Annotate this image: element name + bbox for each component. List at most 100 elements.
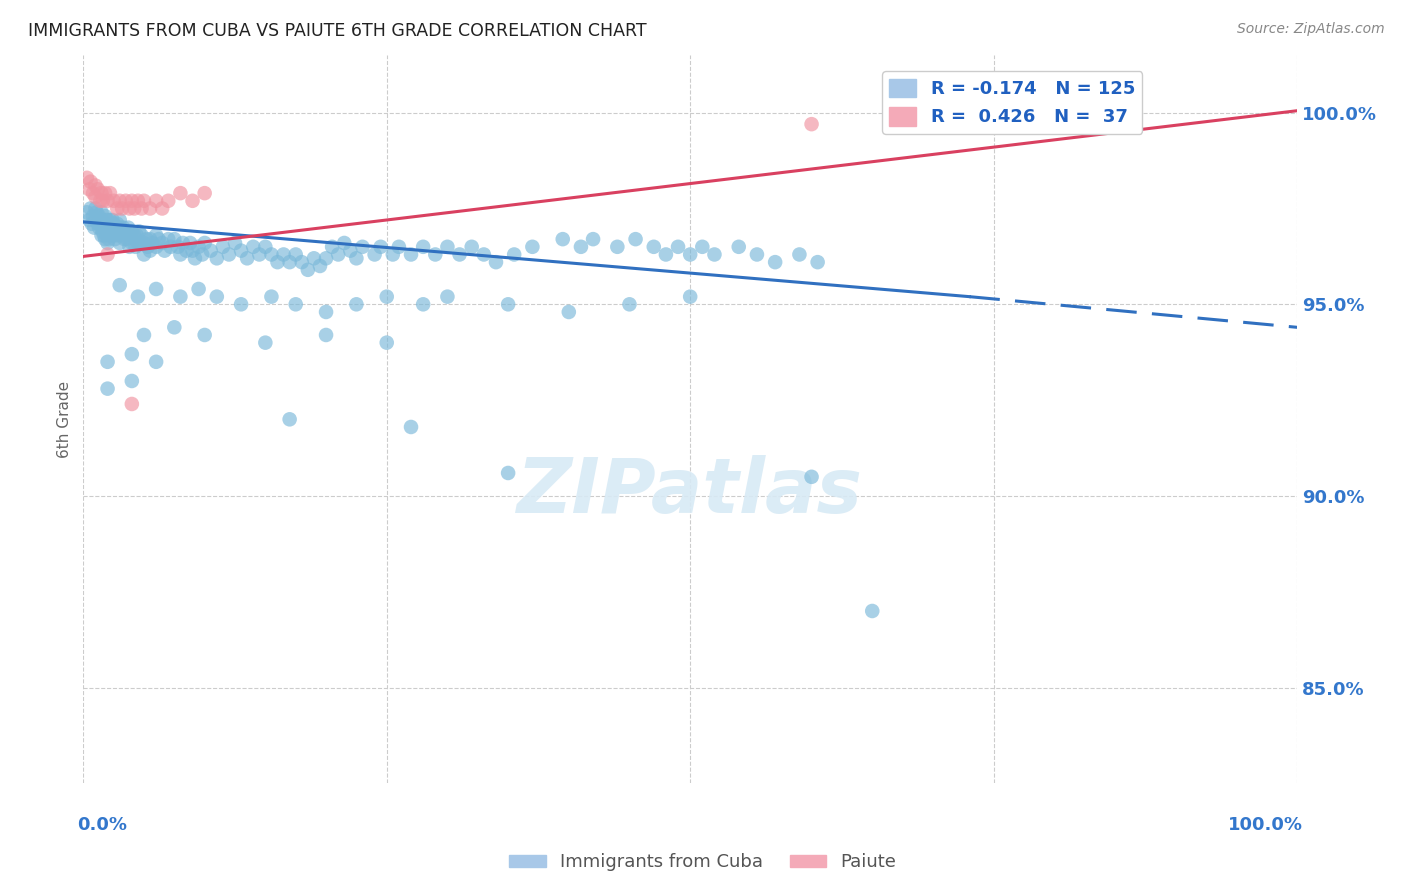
Point: [157, 194, 180, 208]
Point: [800, 117, 823, 131]
Point: [94, 209, 117, 223]
Point: [472, 247, 495, 261]
Point: [114, 194, 136, 208]
Point: [460, 240, 482, 254]
Point: [117, 220, 139, 235]
Point: [132, 194, 155, 208]
Point: [86, 205, 108, 219]
Point: [370, 240, 392, 254]
Point: [860, 604, 883, 618]
Point: [315, 252, 337, 266]
Point: [496, 297, 519, 311]
Point: [84, 202, 107, 216]
Point: [121, 235, 143, 250]
Point: [83, 220, 105, 235]
Point: [96, 217, 118, 231]
Point: [236, 252, 259, 266]
Point: [551, 232, 574, 246]
Point: [94, 232, 117, 246]
Point: [103, 194, 125, 208]
Point: [187, 282, 209, 296]
Point: [254, 335, 277, 350]
Point: [97, 235, 120, 250]
Point: [624, 232, 647, 246]
Point: [789, 247, 811, 261]
Point: [321, 240, 343, 254]
Point: [132, 328, 155, 343]
Text: 0.0%: 0.0%: [77, 816, 127, 834]
Point: [679, 290, 702, 304]
Point: [344, 252, 367, 266]
Point: [176, 244, 198, 258]
Point: [184, 252, 207, 266]
Point: [153, 244, 176, 258]
Point: [90, 217, 112, 231]
Point: [107, 220, 129, 235]
Point: [105, 217, 128, 231]
Point: [582, 232, 605, 246]
Legend: Immigrants from Cuba, Paiute: Immigrants from Cuba, Paiute: [502, 847, 904, 879]
Point: [139, 202, 162, 216]
Point: [115, 232, 138, 246]
Point: [127, 290, 149, 304]
Point: [139, 232, 162, 246]
Point: [103, 228, 125, 243]
Point: [97, 220, 120, 235]
Point: [94, 220, 117, 235]
Point: [145, 355, 167, 369]
Point: [97, 194, 120, 208]
Point: [800, 470, 823, 484]
Point: [108, 194, 131, 208]
Point: [205, 252, 228, 266]
Point: [302, 252, 325, 266]
Point: [89, 194, 111, 208]
Point: [101, 225, 124, 239]
Point: [108, 235, 131, 250]
Point: [108, 278, 131, 293]
Point: [284, 247, 307, 261]
Point: [218, 247, 240, 261]
Text: ZIPatlas: ZIPatlas: [517, 455, 863, 529]
Point: [79, 182, 101, 196]
Point: [76, 205, 98, 219]
Point: [87, 220, 110, 235]
Point: [145, 194, 167, 208]
Point: [643, 240, 665, 254]
Point: [375, 335, 398, 350]
Point: [181, 194, 204, 208]
Point: [278, 412, 301, 426]
Point: [436, 240, 458, 254]
Point: [229, 297, 252, 311]
Point: [108, 225, 131, 239]
Point: [121, 397, 143, 411]
Point: [148, 232, 170, 246]
Point: [97, 225, 120, 239]
Point: [121, 374, 143, 388]
Point: [114, 232, 136, 246]
Point: [1043, 113, 1066, 128]
Point: [606, 240, 628, 254]
Point: [159, 240, 181, 254]
Point: [82, 209, 104, 223]
Point: [388, 240, 411, 254]
Point: [89, 213, 111, 227]
Point: [399, 247, 422, 261]
Point: [247, 247, 270, 261]
Point: [121, 225, 143, 239]
Point: [449, 247, 471, 261]
Point: [100, 217, 122, 231]
Point: [121, 347, 143, 361]
Point: [105, 202, 128, 216]
Point: [339, 244, 361, 258]
Text: 100.0%: 100.0%: [1229, 816, 1303, 834]
Point: [112, 220, 135, 235]
Point: [179, 235, 201, 250]
Point: [131, 228, 153, 243]
Point: [118, 228, 141, 243]
Point: [100, 228, 122, 243]
Point: [763, 255, 786, 269]
Legend: R = -0.174   N = 125, R =  0.426   N =  37: R = -0.174 N = 125, R = 0.426 N = 37: [882, 71, 1143, 134]
Point: [145, 240, 167, 254]
Point: [125, 228, 148, 243]
Point: [91, 225, 114, 239]
